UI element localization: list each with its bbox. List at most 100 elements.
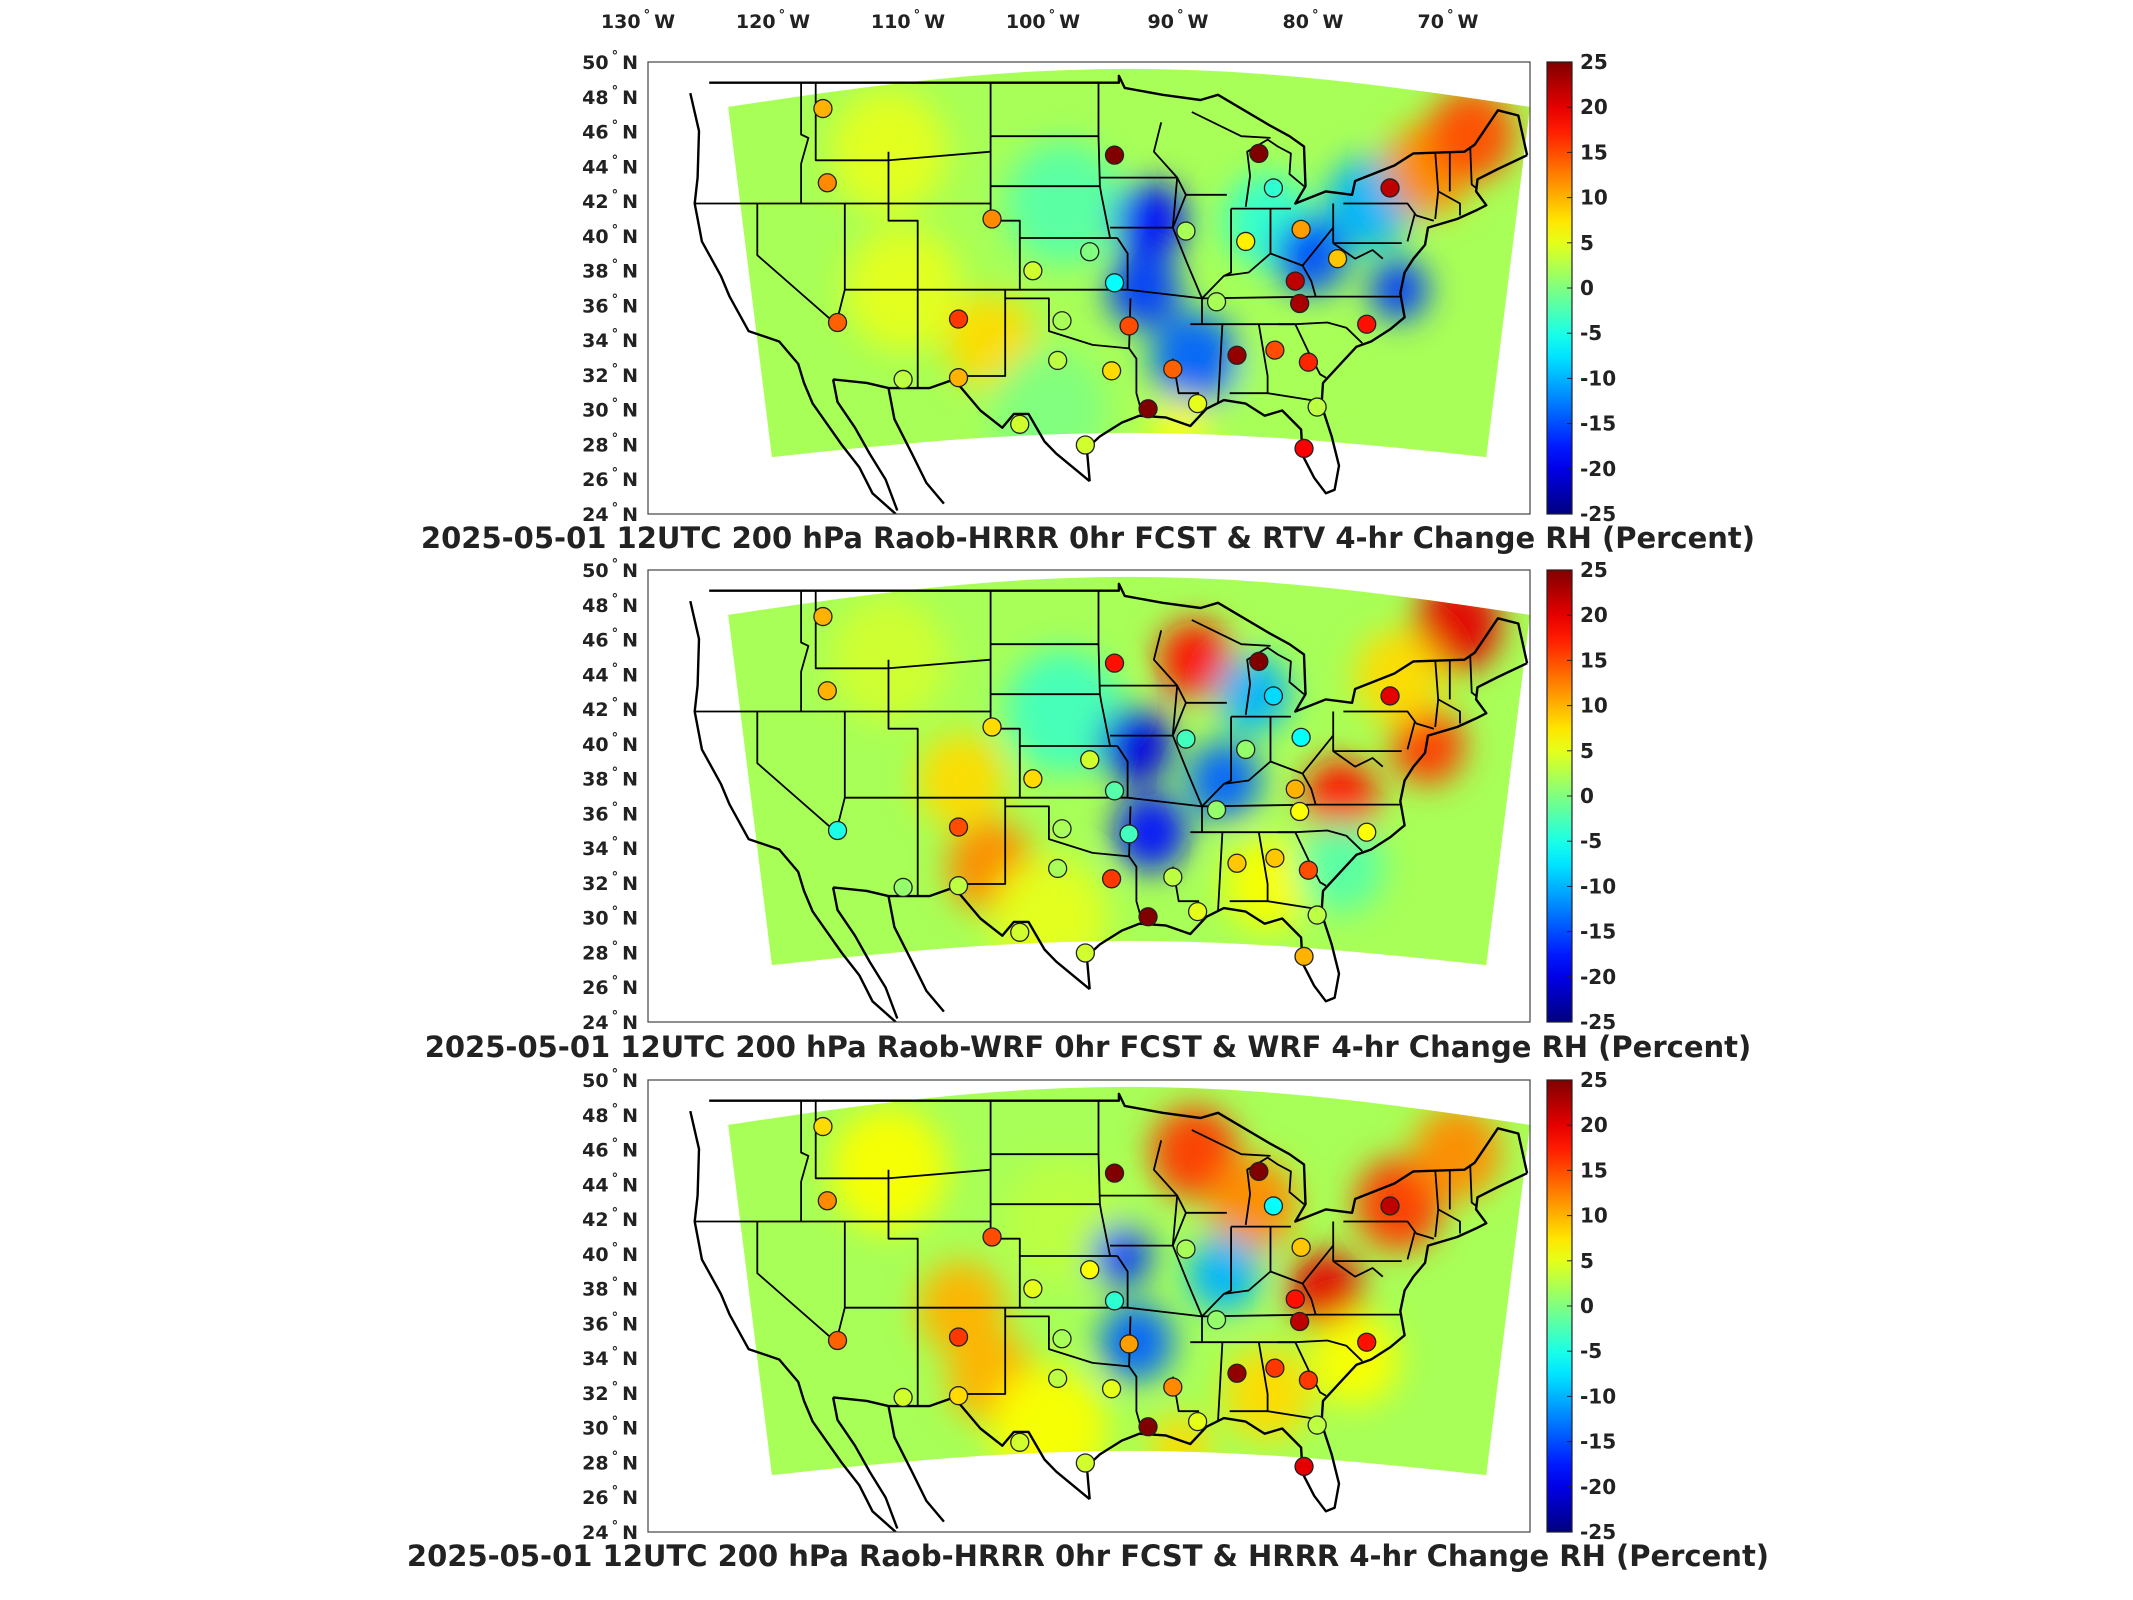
lat-tick-label: 34 ° N xyxy=(582,327,638,352)
station-marker xyxy=(1357,1332,1377,1352)
lat-tick-label: 48 ° N xyxy=(582,84,638,109)
lat-tick-label: 42 ° N xyxy=(582,188,638,213)
station-marker xyxy=(1048,1368,1068,1389)
colorbar: 25 20 15 10 5 0 -5 -10 -15 -20 -25 xyxy=(1546,558,1616,1034)
lat-tick-label: 46 ° N xyxy=(582,627,638,652)
station-marker xyxy=(827,820,848,841)
station-marker xyxy=(813,1116,833,1137)
station-marker xyxy=(948,1327,969,1347)
panel-title: 2025-05-01 12UTC 200 hPa Raob-HRRR 0hr F… xyxy=(421,521,1755,555)
lat-tick-label: 32 ° N xyxy=(582,362,638,387)
colorbar-tick-label: 10 xyxy=(1580,1204,1608,1228)
station-marker xyxy=(1206,292,1227,312)
lat-tick-label: 32 ° N xyxy=(582,1380,638,1405)
station-marker xyxy=(1263,178,1284,198)
station-marker xyxy=(1294,1456,1314,1477)
station-marker xyxy=(1023,769,1043,789)
station-marker xyxy=(1010,922,1030,942)
lon-tick-label: 130 ° W xyxy=(601,8,675,33)
lat-tick-label: 42 ° N xyxy=(582,696,638,721)
lon-tick-label: 80 ° W xyxy=(1283,8,1344,33)
colorbar-tick-label: -25 xyxy=(1580,1010,1616,1034)
station-marker xyxy=(1104,273,1125,293)
lat-tick-label: 36 ° N xyxy=(582,292,638,317)
colorbar-tick-label: -20 xyxy=(1580,965,1616,989)
station-marker xyxy=(1263,1196,1284,1216)
station-marker xyxy=(1227,345,1247,365)
lon-tick-label: 120 ° W xyxy=(736,8,810,33)
colorbar: 25 20 15 10 5 0 -5 -10 -15 -20 -25 xyxy=(1546,50,1616,526)
station-marker xyxy=(893,1387,913,1408)
station-marker xyxy=(1101,869,1122,889)
station-marker xyxy=(982,1227,1002,1247)
lat-tick-label: 28 ° N xyxy=(582,431,638,456)
lat-tick-label: 46 ° N xyxy=(582,1137,638,1162)
lon-tick-labels: 130 ° W 120 ° W 110 ° W 100 ° W 90 ° W 80 ° W 70 ° W xyxy=(601,8,1479,33)
lat-tick-label: 36 ° N xyxy=(582,800,638,825)
station-marker xyxy=(1101,361,1122,381)
station-marker xyxy=(1307,905,1327,925)
station-marker xyxy=(948,368,969,388)
colorbar-tick-label: -5 xyxy=(1580,321,1602,345)
station-marker xyxy=(1187,901,1208,922)
station-marker xyxy=(1080,1260,1100,1280)
lat-tick-label: 36 ° N xyxy=(582,1310,638,1335)
colorbar: 25 20 15 10 5 0 -5 -10 -15 -20 -25 xyxy=(1546,1068,1616,1544)
panel-title: 2025-05-01 12UTC 200 hPa Raob-HRRR 0hr F… xyxy=(407,1539,1769,1573)
station-marker xyxy=(1138,1417,1158,1437)
raob-stations xyxy=(813,606,1400,967)
colorbar-tick-label: 25 xyxy=(1580,50,1608,74)
station-marker xyxy=(1101,1379,1122,1399)
station-marker xyxy=(1163,359,1183,379)
station-marker xyxy=(813,98,833,119)
station-marker xyxy=(1265,340,1285,360)
station-marker xyxy=(1285,779,1305,799)
station-marker xyxy=(1206,800,1227,820)
station-marker xyxy=(1119,824,1139,844)
colorbar-tick-label: 20 xyxy=(1580,1113,1608,1137)
lat-tick-label: 48 ° N xyxy=(582,592,638,617)
lat-tick-label: 28 ° N xyxy=(582,1449,638,1474)
colorbar-tick-label: 5 xyxy=(1580,739,1594,763)
station-marker xyxy=(1290,801,1310,822)
lat-tick-label: 26 ° N xyxy=(582,1484,638,1509)
station-marker xyxy=(982,717,1002,737)
station-marker xyxy=(1104,781,1125,801)
station-marker xyxy=(813,606,833,627)
station-marker xyxy=(1176,1239,1196,1259)
station-marker xyxy=(1187,1411,1208,1432)
colorbar-tick-label: -10 xyxy=(1580,874,1616,898)
station-marker xyxy=(1249,651,1269,672)
station-marker xyxy=(893,877,913,898)
colorbar-tick-label: 15 xyxy=(1580,648,1608,672)
station-marker xyxy=(1298,352,1319,372)
lat-tick-label: 48 ° N xyxy=(582,1102,638,1127)
lon-tick-label: 70 ° W xyxy=(1418,8,1479,33)
station-marker xyxy=(1327,249,1348,269)
station-marker xyxy=(1357,822,1377,842)
station-marker xyxy=(1290,1311,1310,1332)
station-marker xyxy=(1187,393,1208,414)
station-marker xyxy=(1298,860,1319,880)
station-marker xyxy=(1236,231,1256,252)
colorbar-tick-label: 10 xyxy=(1580,694,1608,718)
lat-tick-label: 44 ° N xyxy=(582,153,638,178)
lat-tick-label: 50 ° N xyxy=(582,1067,638,1092)
station-marker xyxy=(1052,1329,1072,1349)
colorbar-tick-label: -20 xyxy=(1580,1475,1616,1499)
station-marker xyxy=(1291,219,1311,239)
lat-tick-label: 46 ° N xyxy=(582,119,638,144)
station-marker xyxy=(1291,727,1311,747)
station-marker xyxy=(1163,1377,1183,1397)
station-marker xyxy=(1227,1363,1247,1383)
station-marker xyxy=(827,1330,848,1351)
station-marker xyxy=(1104,145,1125,165)
lat-tick-label: 50 ° N xyxy=(582,49,638,74)
station-marker xyxy=(1119,1334,1139,1354)
lat-tick-label: 38 ° N xyxy=(582,1276,638,1301)
station-marker xyxy=(1380,1196,1400,1216)
lat-tick-label: 26 ° N xyxy=(582,974,638,999)
colorbar-tick-label: 0 xyxy=(1580,276,1594,300)
station-marker xyxy=(982,209,1002,229)
colorbar-tick-label: 20 xyxy=(1580,603,1608,627)
